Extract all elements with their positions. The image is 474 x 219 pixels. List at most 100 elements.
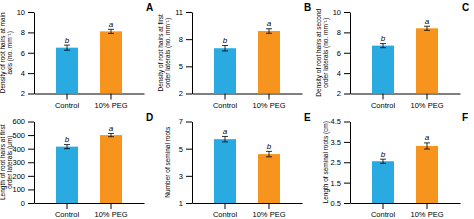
error-bar-line [424,142,430,143]
error-bar-line [427,143,428,149]
y-tick: 500 [12,131,34,140]
y-tick-line [344,73,350,74]
error-bar-line [111,133,112,136]
annotation: a [425,133,430,142]
figure: 246810Control10% PEGbaDensity of root ha… [0,0,474,219]
y-axis: 0.51.52.53.54.5 [331,117,351,207]
annotation: b [65,36,70,45]
y-axis: 25811 [175,8,192,99]
annotation: b [381,150,386,159]
panel-label: F [462,112,468,123]
y-tick-label: 7 [179,117,183,126]
plot-area [214,136,280,203]
error-bar [108,29,114,33]
x-tick: Control [55,94,80,110]
y-tick-label: 4.5 [331,117,341,126]
y-axis: 246810 [17,8,35,99]
y-tick-label: 6 [337,49,341,58]
y-tick: 200 [12,172,34,181]
y-tick: 6 [337,49,350,58]
y-axis-line [192,122,193,204]
error-bar [424,26,430,30]
x-tick-line [67,94,68,100]
y-tick-label: 10 [17,8,25,17]
plot-area [56,29,122,93]
y-tick-line [28,12,34,13]
y-tick-label: 4 [337,69,341,78]
y-tick-line [28,122,34,123]
y-tick-line [344,53,350,54]
x-tick-label: 10% PEG [253,101,286,110]
x-axis-line [193,94,303,95]
error-bar [64,145,70,149]
y-tick-label: 2.5 [331,158,341,167]
error-bar [424,143,430,149]
x-axis-line [351,94,461,95]
annotation: b [381,34,386,43]
y-tick-line [28,203,34,204]
y-tick-line [186,203,192,204]
y-tick-line [344,142,350,143]
panel-label: B [304,2,311,13]
y-tick-label: 500 [12,131,25,140]
plot-area [372,26,438,93]
x-tick-label: 10% PEG [253,210,286,219]
y-tick-label: 8 [21,28,25,37]
y-tick-line [186,94,192,95]
error-bar-line [222,50,228,51]
x-tick-label: Control [371,101,396,110]
y-tick-label: 4 [21,69,25,78]
y-tick: 0 [21,199,34,208]
bar [214,48,236,93]
y-tick-line [344,122,350,123]
y-axis-line [350,13,351,95]
y-tick-label: 5 [179,62,183,71]
x-tick-line [427,94,428,100]
error-bar-line [222,45,228,46]
y-tick: 5 [179,62,192,71]
error-bar [266,29,272,34]
panel-label: E [304,112,311,123]
x-tick: Control [213,203,238,219]
error-bar-line [269,151,270,156]
bar [258,31,280,93]
bar [100,31,122,93]
y-tick-label: 10 [333,8,341,17]
error-bar [380,44,386,48]
error-bar-line [222,141,228,142]
x-axis-line [193,203,303,204]
y-tick-line [28,135,34,136]
error-bar-line [383,159,384,163]
y-axis-line [34,122,35,204]
x-axis: Control10% PEG [351,94,461,110]
y-tick-line [186,122,192,123]
error-bar-line [225,46,226,51]
panel: 25811Control10% PEGbaDensity of root hai… [157,2,312,110]
bar [56,147,78,203]
x-tick: 10% PEG [95,203,128,219]
bar [258,154,280,203]
y-tick-label: 5 [179,145,183,154]
y-axis: 246810 [333,8,351,99]
x-tick-line [67,203,68,209]
y-tick-label: 100 [12,185,25,194]
error-bar-line [111,29,112,33]
y-tick-line [186,12,192,13]
x-tick-line [427,203,428,209]
x-tick-line [225,203,226,209]
y-tick-line [28,94,34,95]
y-tick-label: 400 [12,145,25,154]
x-tick-label: Control [213,101,238,110]
y-axis-line [350,122,351,204]
y-axis: 0100200300400500600 [12,117,34,207]
y-axis-title: Density of root hairs at secondorder lat… [315,8,331,96]
x-tick-line [225,94,226,100]
y-tick-line [28,176,34,177]
x-axis: Control 10% PEG [193,94,303,110]
x-tick: Control [213,94,238,110]
y-tick: 100 [12,185,34,194]
error-bar-line [380,43,386,44]
x-axis-line [35,203,145,204]
x-axis: Control 10% PEG [193,203,303,219]
x-tick-label: 10% PEG [95,101,128,110]
